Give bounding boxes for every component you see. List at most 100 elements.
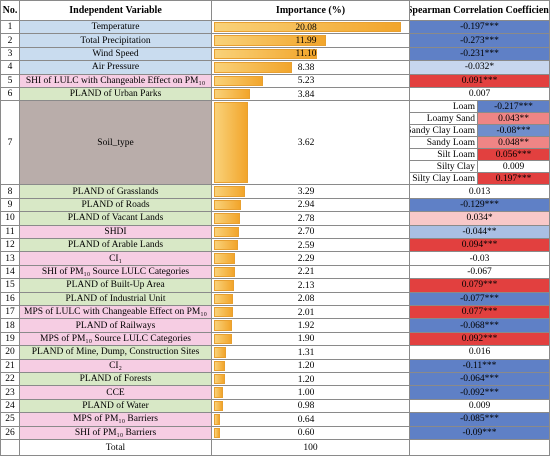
importance-value: 3.29: [297, 187, 315, 198]
importance-value: 1.20: [297, 374, 315, 385]
importance-value: 0.60: [297, 428, 315, 439]
importance-value: 2.59: [297, 240, 315, 251]
correlation-cell: -0.085***: [410, 413, 550, 427]
row-number: 3: [0, 47, 20, 62]
correlation-cell: -0.197***: [410, 21, 550, 35]
soil-class: Silt Loam: [410, 149, 478, 162]
row-number: 1: [0, 21, 20, 35]
correlation-cell: -0.11***: [410, 359, 550, 373]
total-empty: [410, 440, 550, 456]
importance-value: 2.13: [297, 280, 315, 291]
importance-bar: [214, 307, 233, 318]
importance-cell: [212, 426, 410, 440]
importance-cell: [212, 101, 410, 186]
importance-cell: [212, 198, 410, 213]
importance-bar: [214, 266, 235, 278]
row-number: 19: [0, 332, 20, 347]
importance-cell: [212, 346, 410, 360]
row-number: 12: [0, 239, 20, 253]
importance-cell: [212, 185, 410, 199]
importance-value: 0.98: [297, 401, 315, 412]
correlation-cell: 0.034*: [410, 212, 550, 226]
correlation-cell: 0.043**: [478, 113, 550, 126]
variable-cell: PLAND of Vacant Lands: [20, 212, 212, 226]
importance-value: 3.62: [297, 138, 315, 149]
importance-bar: [214, 387, 224, 398]
total-value: 100: [212, 440, 410, 456]
importance-value: 2.08: [297, 294, 315, 305]
correlation-cell: -0.067: [410, 265, 550, 280]
importance-bar: [214, 199, 242, 211]
total-label: Total: [20, 440, 212, 456]
row-number: 23: [0, 386, 20, 400]
importance-bar: [214, 400, 224, 412]
row-number: 7: [0, 101, 20, 186]
row-number: 16: [0, 292, 20, 306]
correlation-cell: -0.03: [410, 252, 550, 266]
importance-value: 2.01: [297, 307, 315, 318]
correlation-cell: -0.064***: [410, 373, 550, 387]
correlation-cell: 0.091***: [410, 74, 550, 88]
importance-bar: [214, 35, 326, 46]
variable-cell: Wind Speed: [20, 47, 212, 62]
row-number: 11: [0, 225, 20, 239]
importance-cell: [212, 252, 410, 266]
importance-cell: [212, 292, 410, 306]
importance-bar: [214, 333, 232, 345]
correlation-cell: 0.094***: [410, 239, 550, 253]
correlation-cell: 0.007: [410, 88, 550, 102]
correlation-cell: 0.009: [410, 399, 550, 414]
correlation-cell: -0.273***: [410, 34, 550, 48]
variable-cell: SHI of PM₁₀ Barriers: [20, 426, 212, 440]
row-number: 22: [0, 373, 20, 387]
importance-value: 3.84: [297, 89, 315, 100]
soil-class: Loam: [410, 101, 478, 114]
correlation-cell: 0.197***: [478, 173, 550, 186]
importance-cell: [212, 225, 410, 239]
soil-class: Loamy Sand: [410, 113, 478, 126]
importance-bar: [214, 374, 226, 385]
importance-cell: [212, 399, 410, 414]
importance-cell: [212, 21, 410, 35]
importance-value: 1.90: [297, 334, 315, 345]
variable-cell: MPS of LULC with Changeable Effect on PM…: [20, 306, 212, 320]
variable-cell: SHI of PM₁₀ Source LULC Categories: [20, 265, 212, 280]
variable-cell: Temperature: [20, 21, 212, 35]
total-number: [0, 440, 20, 456]
variable-cell: PLAND of Urban Parks: [20, 88, 212, 102]
importance-bar: [214, 186, 245, 197]
correlation-cell: 0.056***: [478, 149, 550, 162]
importance-bar: [214, 89, 250, 100]
importance-bar: [214, 427, 220, 438]
importance-cell: [212, 88, 410, 102]
row-number: 9: [0, 198, 20, 213]
variable-cell: SHDI: [20, 225, 212, 239]
importance-bar: [214, 75, 263, 86]
row-number: 2: [0, 34, 20, 48]
importance-value: 1.31: [297, 347, 315, 358]
correlation-cell: -0.09***: [410, 426, 550, 440]
row-number: 18: [0, 319, 20, 333]
correlation-cell: -0.092***: [410, 386, 550, 400]
importance-cell: [212, 61, 410, 75]
importance-cell: [212, 265, 410, 280]
importance-value: 2.78: [297, 213, 315, 224]
importance-value: 2.94: [297, 200, 315, 211]
variable-cell: Soil_type: [20, 101, 212, 186]
importance-cell: [212, 239, 410, 253]
variable-cell: PLAND of Railways: [20, 319, 212, 333]
importance-cell: [212, 47, 410, 62]
importance-bar: [214, 213, 240, 224]
variable-cell: PLAND of Water: [20, 399, 212, 414]
variable-cell: PLAND of Roads: [20, 198, 212, 213]
variable-cell: Air Pressure: [20, 61, 212, 75]
correlation-cell: 0.092***: [410, 332, 550, 347]
soil-class: Sandy Clay Loam: [410, 125, 478, 138]
correlation-cell: -0.231***: [410, 47, 550, 62]
importance-cell: [212, 359, 410, 373]
variable-cell: CI₂: [20, 359, 212, 373]
row-number: 17: [0, 306, 20, 320]
importance-bar: [214, 414, 220, 425]
importance-bar: [214, 62, 292, 73]
header-cell: No.: [0, 1, 20, 21]
